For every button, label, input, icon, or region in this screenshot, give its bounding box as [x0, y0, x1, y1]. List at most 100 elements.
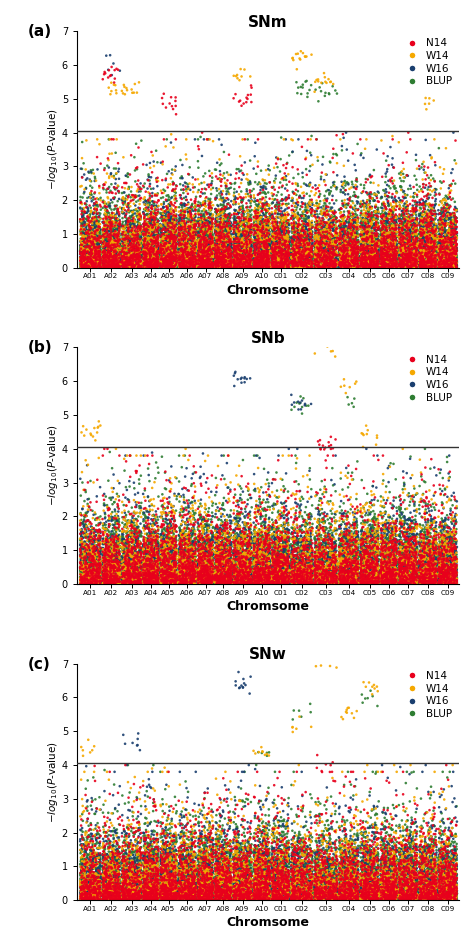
Point [316, 887, 324, 902]
Point [437, 568, 445, 583]
Point [165, 779, 173, 794]
Point [257, 570, 265, 585]
Point [205, 566, 213, 582]
Point [136, 820, 144, 835]
Point [417, 536, 424, 551]
Point [163, 551, 170, 566]
Point [375, 876, 383, 891]
Point [213, 251, 220, 266]
Point [436, 849, 444, 864]
Point [261, 231, 269, 246]
Point [432, 890, 439, 905]
Point [88, 859, 95, 874]
Point [447, 891, 455, 906]
Point [144, 575, 151, 590]
Point [81, 565, 88, 580]
Point [214, 823, 221, 838]
Point [105, 888, 112, 903]
Point [188, 850, 195, 865]
Point [262, 559, 269, 574]
Point [222, 879, 229, 894]
Point [78, 260, 85, 275]
Point [197, 890, 204, 905]
Point [222, 214, 230, 229]
Point [194, 249, 202, 264]
Point [340, 248, 348, 263]
Point [164, 231, 172, 246]
Point [284, 530, 292, 545]
Point [282, 223, 289, 238]
Point [218, 566, 226, 582]
Point [316, 252, 324, 267]
Point [185, 533, 193, 548]
Point [443, 527, 450, 542]
Point [182, 885, 190, 901]
Point [106, 231, 114, 246]
Point [437, 249, 444, 264]
Point [276, 564, 283, 579]
Point [412, 242, 420, 257]
Point [254, 547, 261, 562]
Point [283, 259, 291, 274]
Point [429, 244, 437, 259]
Point [321, 236, 328, 251]
Point [86, 219, 94, 234]
Point [140, 889, 147, 904]
Point [218, 891, 226, 906]
Point [389, 573, 396, 588]
Point [368, 857, 375, 872]
Point [103, 527, 111, 542]
Point [220, 882, 228, 897]
Point [366, 251, 374, 266]
Point [257, 573, 265, 588]
Point [171, 576, 179, 591]
Point [337, 551, 345, 566]
Point [452, 219, 459, 234]
Point [292, 868, 300, 884]
Point [184, 888, 191, 903]
Point [381, 539, 389, 554]
Point [431, 194, 439, 209]
Point [300, 565, 308, 581]
Point [190, 875, 198, 890]
Point [279, 221, 286, 236]
Point [226, 570, 234, 585]
Point [255, 838, 263, 853]
Point [133, 515, 140, 531]
Point [401, 878, 408, 893]
Point [401, 874, 409, 889]
Point [83, 571, 91, 586]
Point [327, 890, 334, 905]
Point [397, 885, 404, 900]
Point [372, 253, 379, 268]
Point [391, 831, 399, 846]
Point [387, 195, 394, 211]
Point [93, 244, 101, 260]
Point [392, 552, 399, 567]
Point [194, 531, 202, 546]
Point [168, 260, 176, 275]
Point [273, 483, 281, 498]
Point [189, 548, 196, 563]
Point [395, 244, 403, 259]
Point [100, 889, 107, 904]
Point [390, 568, 397, 583]
Point [351, 515, 359, 531]
Point [326, 550, 334, 565]
Point [160, 569, 168, 584]
Point [184, 260, 192, 275]
Point [111, 885, 118, 900]
Point [413, 887, 421, 902]
Point [265, 253, 273, 268]
Point [154, 544, 161, 559]
Point [281, 843, 289, 858]
Point [207, 565, 214, 581]
Point [283, 556, 291, 571]
Point [347, 539, 355, 554]
Point [346, 875, 353, 890]
Point [263, 745, 271, 760]
Point [228, 241, 235, 256]
Point [164, 855, 172, 870]
Point [116, 559, 123, 574]
Point [345, 863, 353, 878]
